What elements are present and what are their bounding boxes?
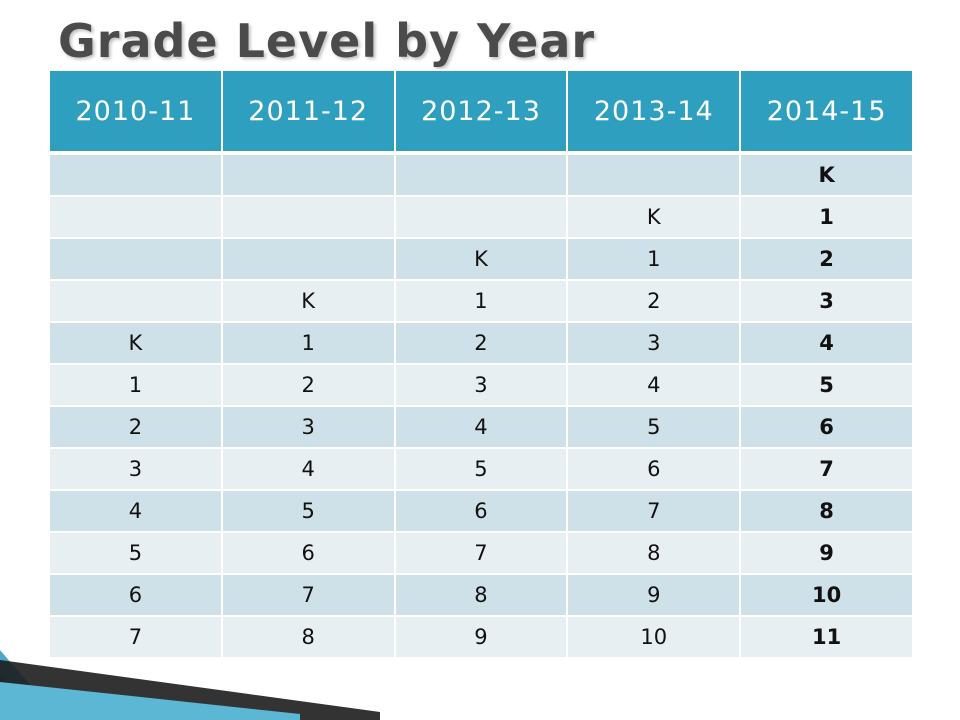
table-cell: 1 [566, 237, 742, 281]
table-cell: 3 [220, 405, 396, 449]
table-cell: K [220, 279, 396, 323]
table-cell: 3 [393, 363, 569, 407]
table-cell [48, 237, 223, 281]
table-cell [393, 195, 569, 239]
table-cell: 6 [220, 531, 396, 575]
table-cell [220, 195, 396, 239]
slide-corner-decoration [0, 650, 380, 720]
table-cell [48, 152, 223, 197]
table-cell: 2 [48, 405, 223, 449]
table-cell: 1 [220, 321, 396, 365]
table-cell: 8 [739, 489, 914, 533]
table-cell: 9 [566, 573, 742, 617]
table-cell: 7 [393, 531, 569, 575]
table-cell: K [48, 321, 223, 365]
table-cell [48, 279, 223, 323]
table-cell: 6 [48, 573, 223, 617]
table-cell: 3 [739, 279, 914, 323]
table-cell: 1 [739, 195, 914, 239]
column-header: 2012-13 [393, 69, 569, 155]
table-row: 7 8 9 10 11 [48, 615, 914, 659]
table-cell: 6 [739, 405, 914, 449]
table-cell [220, 237, 396, 281]
column-header: 2011-12 [220, 69, 396, 155]
table-cell: 9 [393, 615, 569, 659]
table-header-row: 2010-11 2011-12 2012-13 2013-14 2014-15 [48, 69, 914, 155]
table-row: K [48, 152, 914, 197]
table-cell [393, 152, 569, 197]
table-row: 6 7 8 9 10 [48, 573, 914, 617]
table-cell: 3 [566, 321, 742, 365]
table-cell: 8 [566, 531, 742, 575]
table-cell: 5 [220, 489, 396, 533]
table-cell [48, 195, 223, 239]
table-cell: K [739, 152, 914, 197]
table-cell: 10 [566, 615, 742, 659]
table-cell: 7 [48, 615, 223, 659]
table-cell: 10 [739, 573, 914, 617]
table-cell: 5 [393, 447, 569, 491]
table-cell: K [566, 195, 742, 239]
table-cell: 7 [566, 489, 742, 533]
table-cell: 2 [393, 321, 569, 365]
table-cell: 4 [393, 405, 569, 449]
grade-level-table: 2010-11 2011-12 2012-13 2013-14 2014-15 … [48, 69, 914, 659]
column-header: 2013-14 [566, 69, 742, 155]
table-cell: 9 [739, 531, 914, 575]
table-cell: 5 [566, 405, 742, 449]
table-cell [566, 152, 742, 197]
table-cell: 11 [739, 615, 914, 659]
slide-title: Grade Level by Year [58, 14, 596, 68]
table-cell: 8 [393, 573, 569, 617]
table-cell: 2 [566, 279, 742, 323]
column-header: 2014-15 [739, 69, 914, 155]
table-cell: 8 [220, 615, 396, 659]
table-cell: 4 [739, 321, 914, 365]
column-header: 2010-11 [48, 69, 223, 155]
table-cell: 3 [48, 447, 223, 491]
table-cell: 6 [393, 489, 569, 533]
table-cell: 1 [48, 363, 223, 407]
table-cell: 4 [48, 489, 223, 533]
table-cell [220, 152, 396, 197]
table-cell: 2 [739, 237, 914, 281]
table-cell: K [393, 237, 569, 281]
table-cell: 6 [566, 447, 742, 491]
table-cell: 1 [393, 279, 569, 323]
table-cell: 4 [566, 363, 742, 407]
table-cell: 2 [220, 363, 396, 407]
table-cell: 5 [739, 363, 914, 407]
table-cell: 5 [48, 531, 223, 575]
table-cell: 7 [739, 447, 914, 491]
table-cell: 4 [220, 447, 396, 491]
table-cell: 7 [220, 573, 396, 617]
